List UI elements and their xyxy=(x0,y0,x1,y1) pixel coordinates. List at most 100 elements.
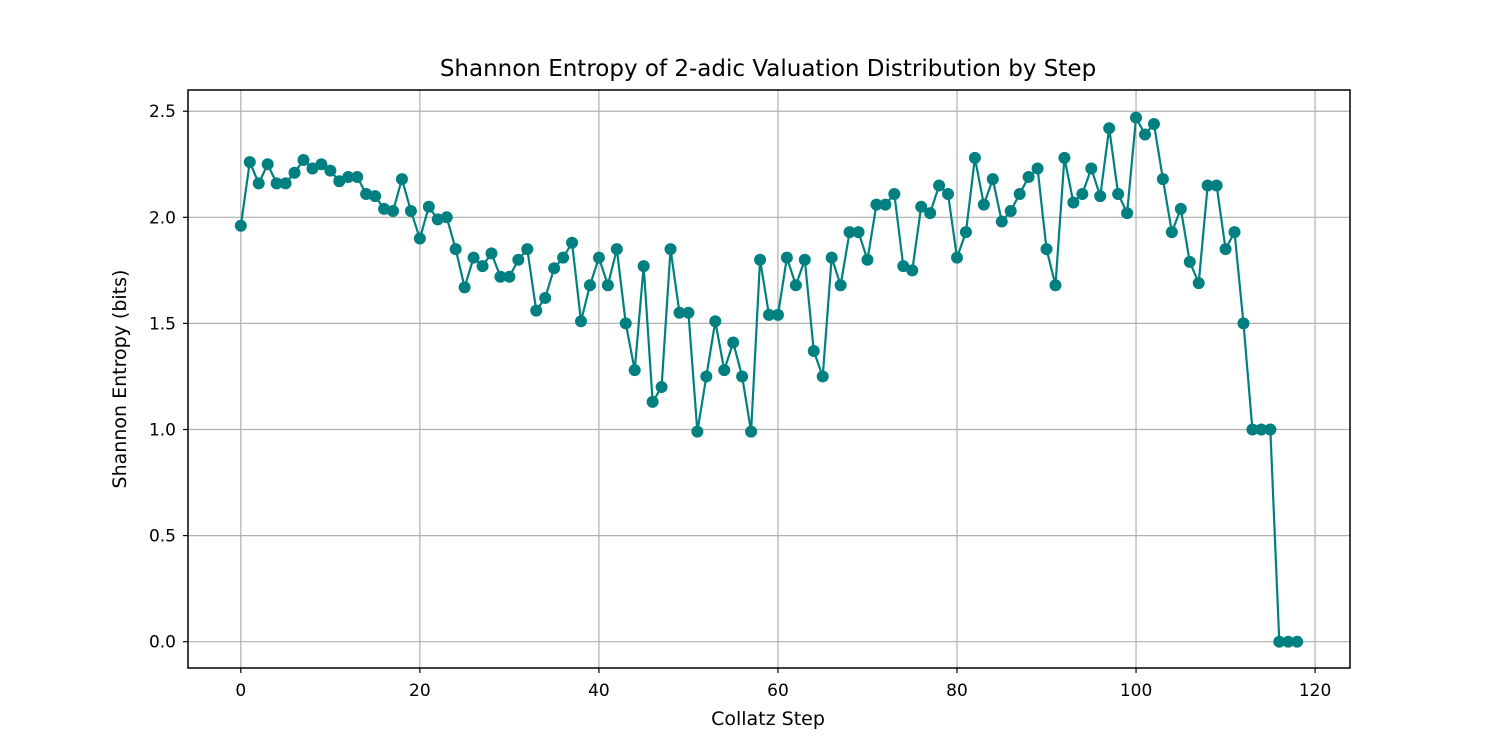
data-point xyxy=(1121,207,1134,220)
data-point xyxy=(763,308,775,321)
data-point xyxy=(413,232,426,245)
data-point xyxy=(378,202,391,215)
data-point xyxy=(682,306,695,319)
data-point xyxy=(440,211,453,224)
data-point xyxy=(530,304,543,317)
data-point xyxy=(1255,423,1268,436)
series xyxy=(234,111,1304,648)
data-point xyxy=(1138,128,1151,141)
data-point xyxy=(718,364,731,377)
data-point xyxy=(395,173,408,186)
data-point xyxy=(1201,179,1214,192)
data-point xyxy=(306,162,319,175)
data-point xyxy=(1022,171,1035,183)
data-point xyxy=(1264,423,1277,436)
data-point xyxy=(861,253,874,266)
data-point xyxy=(968,151,981,164)
data-point xyxy=(816,370,829,383)
data-point xyxy=(1156,173,1169,186)
data-point xyxy=(404,204,417,217)
data-point xyxy=(1049,279,1062,292)
data-point xyxy=(673,306,686,319)
data-point xyxy=(1076,187,1089,200)
x-tick-label: 0 xyxy=(235,681,246,701)
data-point xyxy=(1112,187,1125,200)
x-tick-label: 120 xyxy=(1299,681,1331,701)
data-point xyxy=(951,251,963,264)
grid xyxy=(188,90,1350,668)
data-point xyxy=(243,156,256,169)
data-point xyxy=(566,236,579,249)
data-point xyxy=(503,270,516,283)
data-point xyxy=(601,279,614,292)
data-point xyxy=(1273,635,1286,648)
data-point xyxy=(825,251,838,264)
data-point xyxy=(727,336,740,349)
data-point xyxy=(1085,162,1098,175)
x-tick-label: 60 xyxy=(767,681,789,701)
data-point xyxy=(324,164,337,177)
data-point xyxy=(709,315,722,328)
ticks: 0 20 40 60 80 100 120 0.0 0.5 1.0 1.5 2.0 2.5 xyxy=(149,102,1331,701)
data-point xyxy=(583,279,596,292)
data-point xyxy=(279,177,292,190)
data-point xyxy=(771,308,784,321)
data-point xyxy=(691,425,704,438)
data-point xyxy=(798,253,811,266)
data-point xyxy=(807,344,820,357)
data-point xyxy=(843,226,856,239)
data-point xyxy=(1031,162,1044,175)
data-point xyxy=(906,264,919,277)
data-point xyxy=(521,243,534,256)
data-point xyxy=(315,158,328,171)
data-point xyxy=(592,251,605,264)
data-point xyxy=(789,279,802,292)
chart-title: Shannon Entropy of 2-adic Valuation Dist… xyxy=(440,56,1096,82)
data-point xyxy=(986,173,999,186)
data-point xyxy=(575,315,587,328)
data-point xyxy=(754,253,767,266)
data-point xyxy=(1174,202,1187,215)
data-point xyxy=(1013,187,1026,200)
x-tick-label: 40 xyxy=(588,681,610,701)
data-point xyxy=(745,425,758,438)
data-point xyxy=(924,207,937,220)
data-point xyxy=(888,187,901,200)
data-point xyxy=(270,177,283,190)
data-point xyxy=(512,253,525,266)
data-point xyxy=(942,187,955,200)
data-point xyxy=(1246,423,1259,436)
data-point xyxy=(1004,204,1017,217)
data-point xyxy=(1103,122,1116,135)
data-point xyxy=(261,158,274,171)
y-tick-label: 1.5 xyxy=(149,314,176,334)
data-point xyxy=(959,226,972,239)
x-tick-label: 80 xyxy=(946,681,968,701)
data-point xyxy=(333,175,346,188)
y-tick-label: 0.5 xyxy=(149,527,176,547)
data-point xyxy=(646,395,659,408)
data-point xyxy=(1183,255,1196,268)
x-tick-label: 100 xyxy=(1120,681,1152,701)
data-point xyxy=(700,370,713,383)
y-tick-label: 0.0 xyxy=(149,633,176,653)
data-point xyxy=(288,166,301,179)
data-point xyxy=(619,317,632,330)
data-point xyxy=(1291,635,1304,648)
data-point xyxy=(1130,111,1143,124)
data-point xyxy=(1067,196,1080,209)
y-tick-label: 2.5 xyxy=(149,102,176,122)
data-point xyxy=(610,243,623,256)
plot-frame xyxy=(187,89,1351,669)
data-point xyxy=(897,260,910,273)
data-point xyxy=(360,187,373,200)
data-point xyxy=(852,226,865,239)
data-point xyxy=(995,215,1008,228)
data-point xyxy=(458,281,471,294)
x-axis-label: Collatz Step xyxy=(711,708,825,730)
data-point xyxy=(387,204,400,217)
data-point xyxy=(485,247,498,260)
data-point xyxy=(431,213,444,226)
